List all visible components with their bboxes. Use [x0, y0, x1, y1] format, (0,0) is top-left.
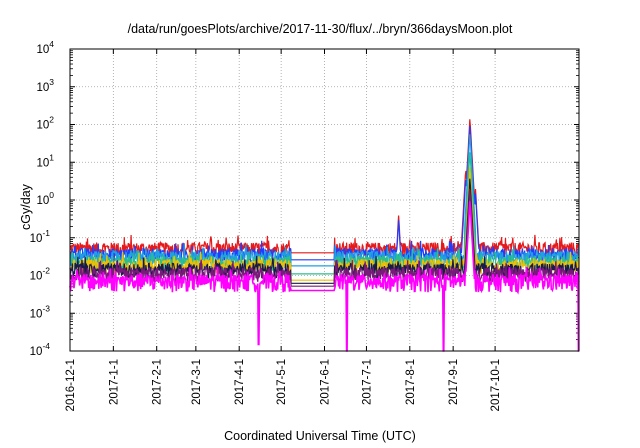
x-tick-label: 2017-7-1 [361, 359, 373, 405]
x-tick-label: 2017-1-1 [108, 359, 120, 405]
series-line [69, 134, 580, 267]
x-tick-label: 2017-10-1 [490, 359, 502, 411]
series-line [69, 152, 580, 275]
series-line [69, 201, 580, 352]
x-tick-label: 2017-6-1 [320, 359, 332, 405]
series-line [69, 119, 580, 260]
chart-title: /data/run/goesPlots/archive/2017-11-30/f… [127, 22, 513, 36]
y-tick-label: 101 [36, 152, 54, 169]
y-tick-label: 103 [36, 77, 54, 94]
x-tick-label: 2016-12-1 [65, 359, 77, 411]
y-tick-label: 102 [36, 115, 54, 132]
x-tick-label: 2017-8-1 [405, 359, 417, 405]
y-tick-label: 10-1 [30, 228, 51, 245]
x-tick-label: 2017-9-1 [448, 359, 460, 405]
series-line [69, 125, 580, 265]
y-tick-label: 10-3 [30, 303, 51, 320]
y-tick-label: 10-4 [30, 341, 51, 358]
plot-border [69, 48, 580, 352]
series-line [69, 178, 580, 284]
y-tick-label: 104 [36, 39, 54, 56]
y-tick-label: 10-2 [30, 266, 51, 283]
y-tick-label: 100 [36, 190, 54, 207]
x-tick-label: 2017-2-1 [152, 359, 164, 405]
x-axis-label: Coordinated Universal Time (UTC) [224, 429, 416, 443]
x-tick-label: 2017-4-1 [234, 359, 246, 405]
x-tick-label: 2017-5-1 [276, 359, 288, 405]
x-tick-label: 2017-3-1 [191, 359, 203, 405]
